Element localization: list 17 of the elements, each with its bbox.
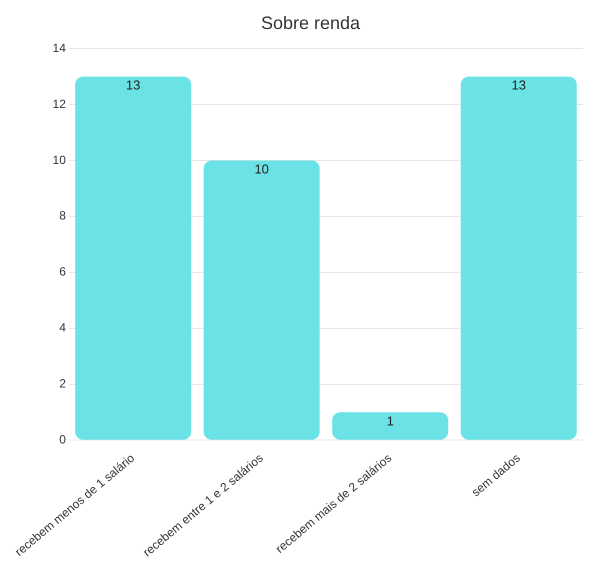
y-tick-label: 12: [52, 96, 66, 111]
y-tick-label: 8: [59, 208, 66, 223]
data-label: 10: [254, 162, 269, 177]
bar: [332, 412, 448, 440]
y-tick-label: 0: [59, 432, 66, 447]
y-tick-label: 4: [59, 320, 66, 335]
y-tick-label: 14: [52, 40, 66, 55]
y-tick-label: 2: [59, 376, 66, 391]
data-label: 13: [512, 78, 526, 93]
y-tick-label: 10: [52, 152, 66, 167]
bar: [204, 160, 320, 440]
bar: [460, 76, 577, 440]
chart-title: Sobre renda: [260, 12, 362, 33]
data-label: 1: [386, 413, 394, 428]
y-tick-label: 6: [59, 264, 66, 279]
bar: [75, 76, 192, 440]
data-label: 13: [126, 78, 140, 93]
